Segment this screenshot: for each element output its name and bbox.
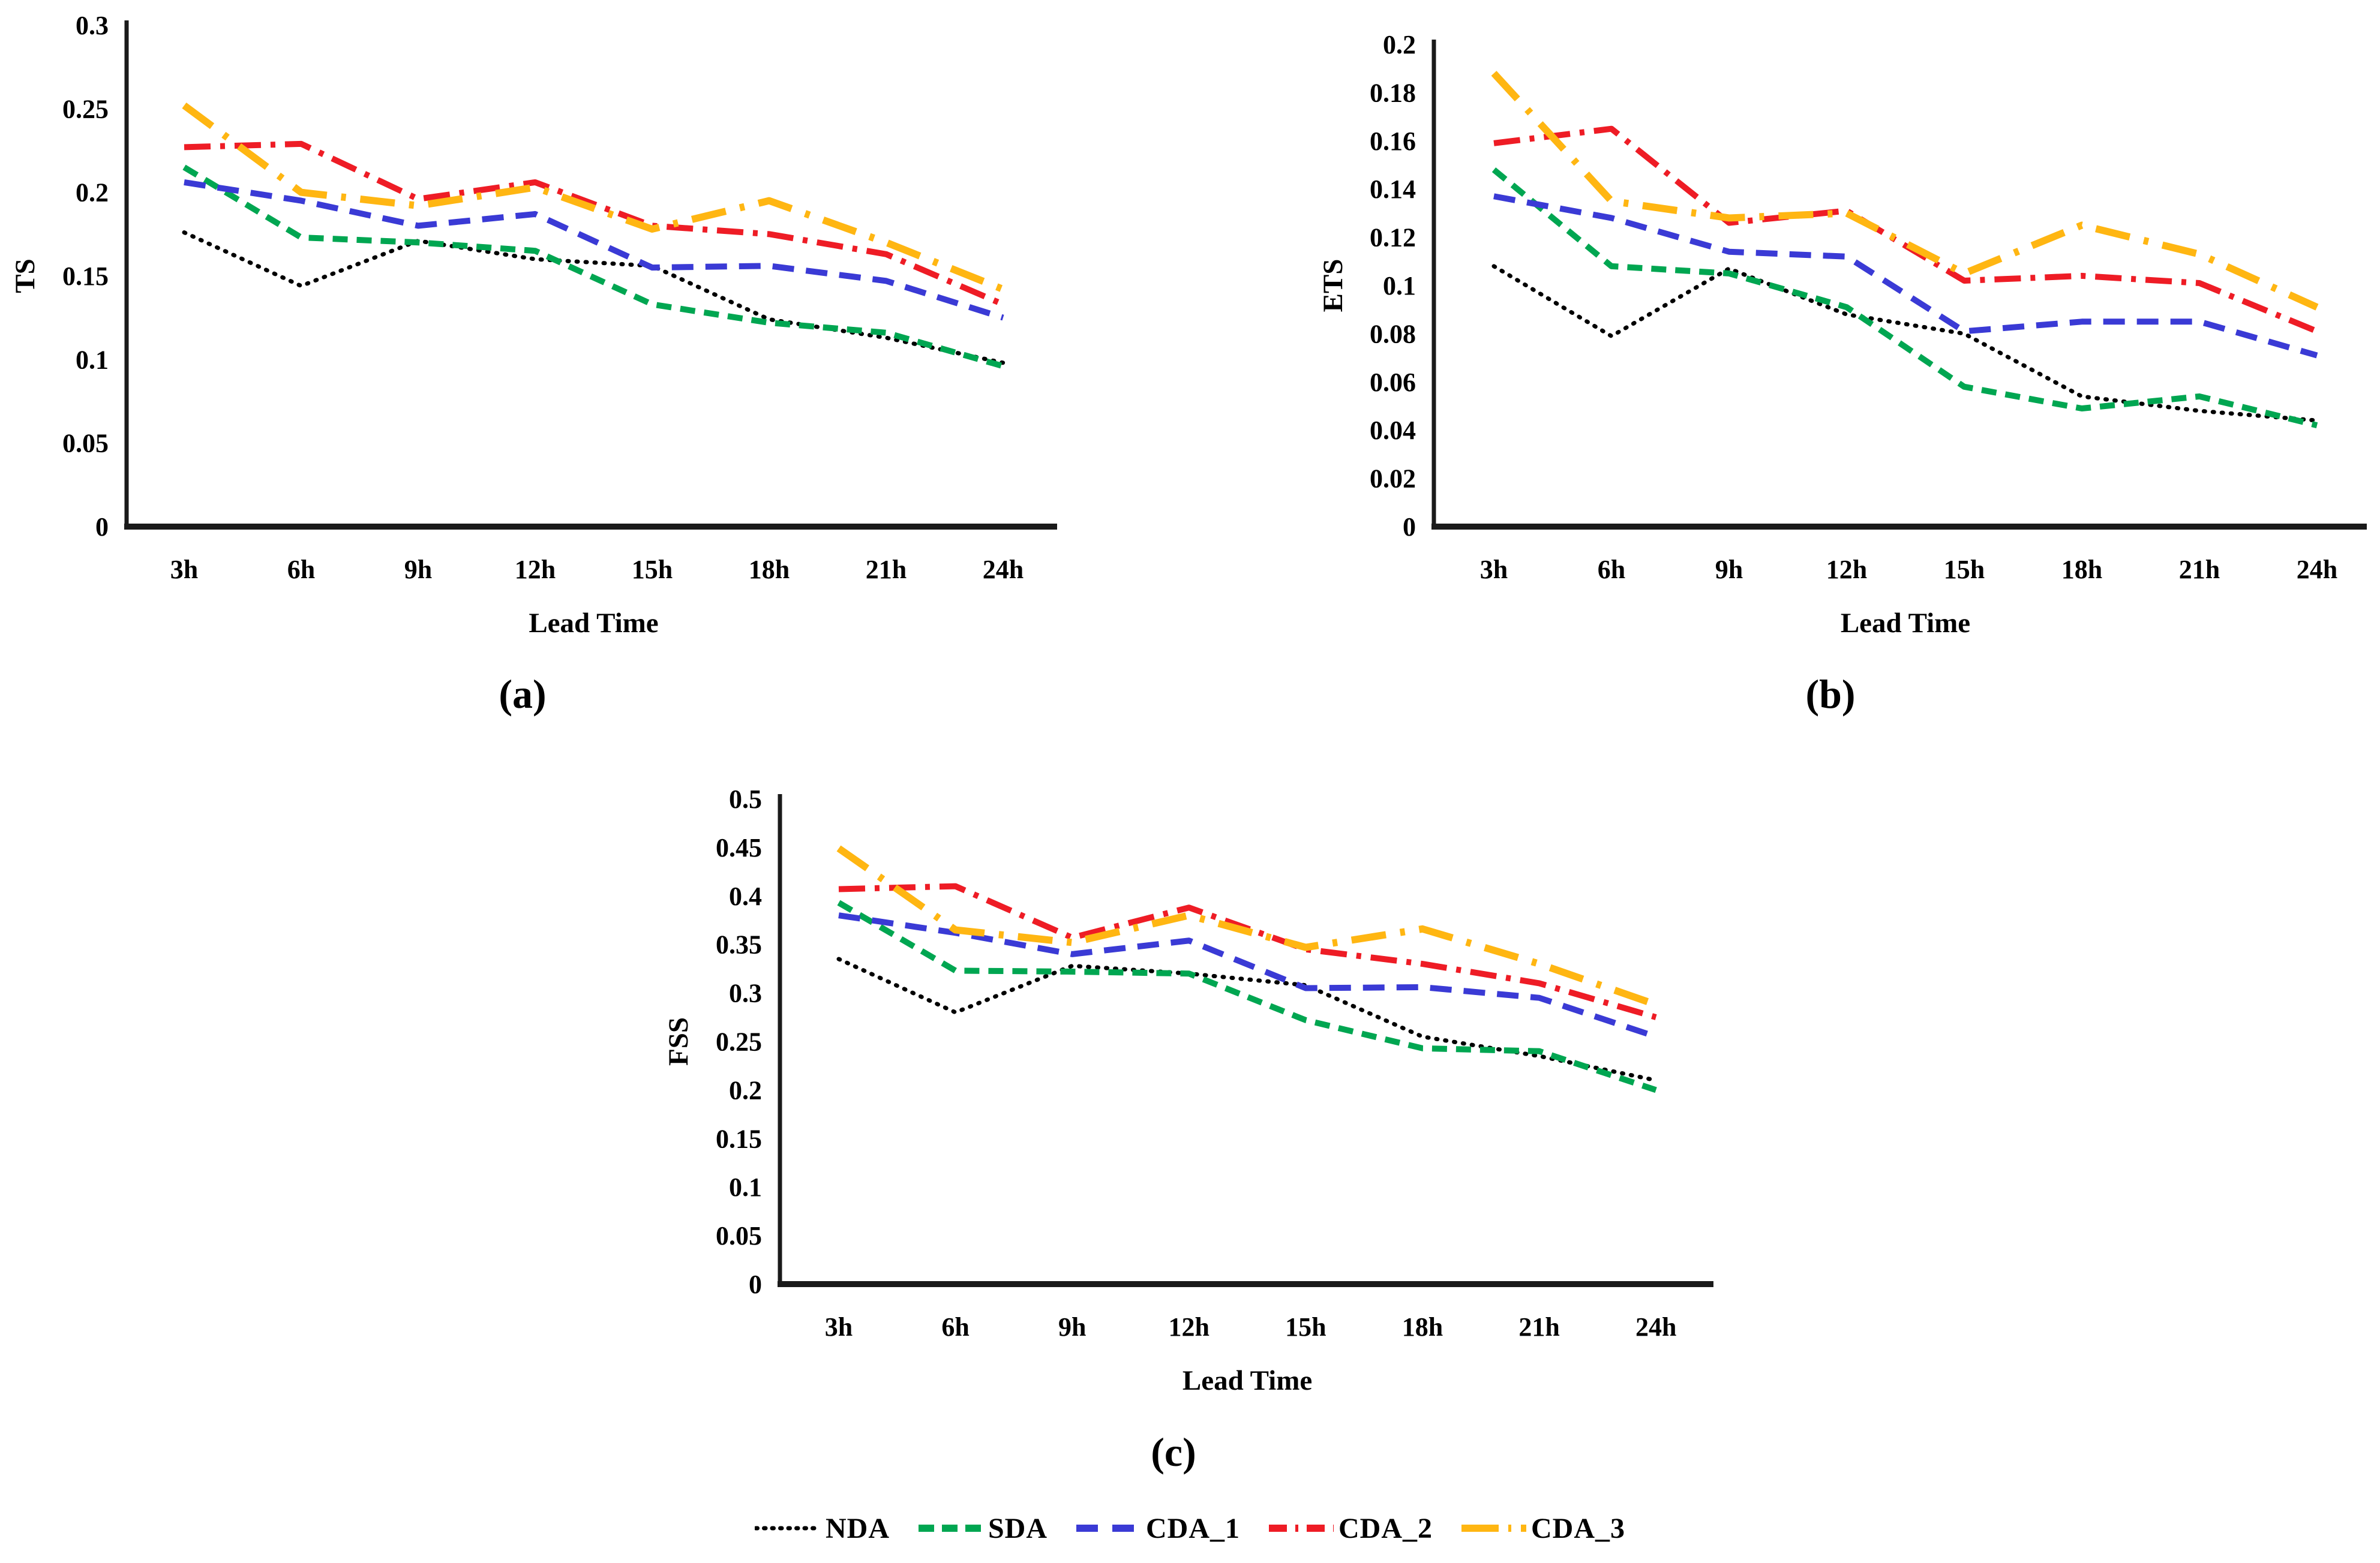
b-y-tick-label: 0.18 [1370, 78, 1416, 107]
a-y-axis-title: TS [10, 259, 41, 293]
b-y-tick-label: 0.12 [1370, 223, 1416, 253]
legend-item-CDA_1: CDA_1 [1075, 1512, 1240, 1545]
c-y-tick-label: 0.1 [729, 1173, 762, 1202]
b-series-line-CDA_3 [1491, 71, 2319, 311]
c-y-tick-label: 0 [749, 1270, 762, 1299]
a-series-line-CDA_3 [182, 102, 1005, 293]
a-x-tick-label-3h: 3h [170, 555, 198, 584]
caption-a: (a) [499, 671, 547, 717]
b-series-line-SDA [1491, 167, 2318, 429]
c-series-line-CDA_1 [838, 912, 1657, 1040]
b-y-tick-label: 0.02 [1370, 464, 1416, 494]
a-x-tick-label-15h: 15h [632, 555, 673, 584]
b-series-line-NDA [1491, 264, 2319, 423]
legend-label-CDA_1: CDA_1 [1146, 1512, 1241, 1544]
a-y-tick-label: 0.15 [62, 261, 109, 291]
legend-item-SDA: SDA [917, 1512, 1048, 1545]
a-y-tick-label: 0.25 [62, 94, 109, 124]
b-y-tick-label: 0.16 [1370, 127, 1416, 156]
legend-swatch-CDA_3-line-icon [1461, 1525, 1527, 1532]
a-y-tick-label: 0.05 [62, 429, 109, 458]
c-x-axis-title: Lead Time [1183, 1365, 1312, 1396]
b-x-tick-label-9h: 9h [1715, 555, 1743, 584]
b-x-axis-title: Lead Time [1841, 608, 1970, 639]
b-x-tick-label-6h: 6h [1598, 555, 1625, 584]
legend: NDA SDA CDA_1 CDA_2 CDA_3 [0, 1498, 2380, 1558]
caption-c: (c) [1151, 1429, 1196, 1475]
c-x-tick-label-9h: 9h [1058, 1312, 1086, 1342]
a-x-tick-label-12h: 12h [515, 555, 556, 584]
a-x-tick-label-18h: 18h [749, 555, 790, 584]
b-x-tick-label-3h: 3h [1480, 555, 1508, 584]
a-x-tick-label-24h: 24h [983, 555, 1024, 584]
a-series-line-CDA_2 [184, 140, 1004, 307]
a-series-line-SDA [182, 164, 1004, 369]
a-y-tick-label: 0.2 [76, 178, 109, 208]
a-x-tick-label-9h: 9h [404, 555, 432, 584]
caption-b: (b) [1805, 671, 1856, 717]
c-x-tick-label-12h: 12h [1169, 1312, 1209, 1342]
legend-swatch-NDA-line-icon [754, 1526, 822, 1531]
b-y-tick-label: 0.04 [1370, 416, 1416, 445]
b-y-tick-label: 0 [1403, 512, 1416, 542]
c-x-tick-label-6h: 6h [941, 1312, 969, 1342]
a-y-tick-label: 0.3 [76, 11, 109, 40]
b-y-tick-label: 0.2 [1383, 30, 1416, 59]
c-x-tick-label-21h: 21h [1518, 1312, 1559, 1342]
legend-item-NDA: NDA [754, 1512, 890, 1545]
b-y-tick-label: 0.06 [1370, 368, 1416, 397]
b-y-tick-label: 0.08 [1370, 319, 1416, 348]
c-y-tick-label: 0.05 [716, 1221, 762, 1251]
b-x-tick-label-15h: 15h [1944, 555, 1985, 584]
b-y-axis-title: ETS [1317, 259, 1349, 312]
a-series-line-CDA_1 [184, 179, 1004, 321]
c-y-tick-label: 0.5 [729, 784, 762, 814]
b-x-tick-label-12h: 12h [1826, 555, 1867, 584]
legend-item-CDA_2: CDA_2 [1268, 1512, 1433, 1545]
c-series-line-SDA [837, 900, 1657, 1093]
b-y-tick-label: 0.1 [1383, 271, 1416, 300]
c-x-tick-label-3h: 3h [825, 1312, 853, 1342]
c-x-tick-label-24h: 24h [1635, 1312, 1676, 1342]
c-y-tick-label: 0.4 [729, 882, 762, 911]
a-y-tick-label: 0 [95, 512, 109, 542]
b-y-tick-label: 0.14 [1370, 175, 1416, 204]
c-y-tick-label: 0.3 [729, 979, 762, 1008]
c-series-line-NDA [836, 957, 1658, 1083]
legend-swatch-CDA_2-line-icon [1269, 1525, 1334, 1532]
b-x-tick-label-21h: 21h [2179, 555, 2220, 584]
c-y-axis-title: FSS [663, 1017, 694, 1066]
a-x-tick-label-21h: 21h [866, 555, 907, 584]
c-y-tick-label: 0.15 [716, 1124, 762, 1153]
legend-label-CDA_3: CDA_3 [1531, 1512, 1626, 1544]
b-x-tick-label-24h: 24h [2297, 555, 2337, 584]
c-y-tick-label: 0.45 [716, 833, 762, 862]
a-y-tick-label: 0.1 [76, 345, 109, 374]
c-x-tick-label-18h: 18h [1402, 1312, 1443, 1342]
b-series-line-CDA_1 [1493, 193, 2318, 359]
c-x-tick-label-15h: 15h [1285, 1312, 1326, 1342]
legend-label-SDA: SDA [988, 1512, 1048, 1544]
legend-swatch-SDA-line-icon [918, 1525, 983, 1532]
c-y-tick-label: 0.35 [716, 930, 762, 960]
a-x-tick-label-6h: 6h [287, 555, 315, 584]
legend-swatch-CDA_1-line-icon [1076, 1525, 1142, 1532]
a-x-axis-title: Lead Time [529, 608, 658, 639]
legend-item-CDA_3: CDA_3 [1460, 1512, 1625, 1545]
b-x-tick-label-18h: 18h [2061, 555, 2102, 584]
c-series-line-CDA_3 [836, 845, 1658, 1008]
legend-label-CDA_2: CDA_2 [1338, 1512, 1433, 1544]
c-y-tick-label: 0.25 [716, 1027, 762, 1057]
c-y-tick-label: 0.2 [729, 1075, 762, 1105]
a-series-line-NDA [182, 230, 1006, 365]
legend-label-NDA: NDA [825, 1512, 890, 1544]
b-series-line-CDA_2 [1493, 125, 2318, 335]
